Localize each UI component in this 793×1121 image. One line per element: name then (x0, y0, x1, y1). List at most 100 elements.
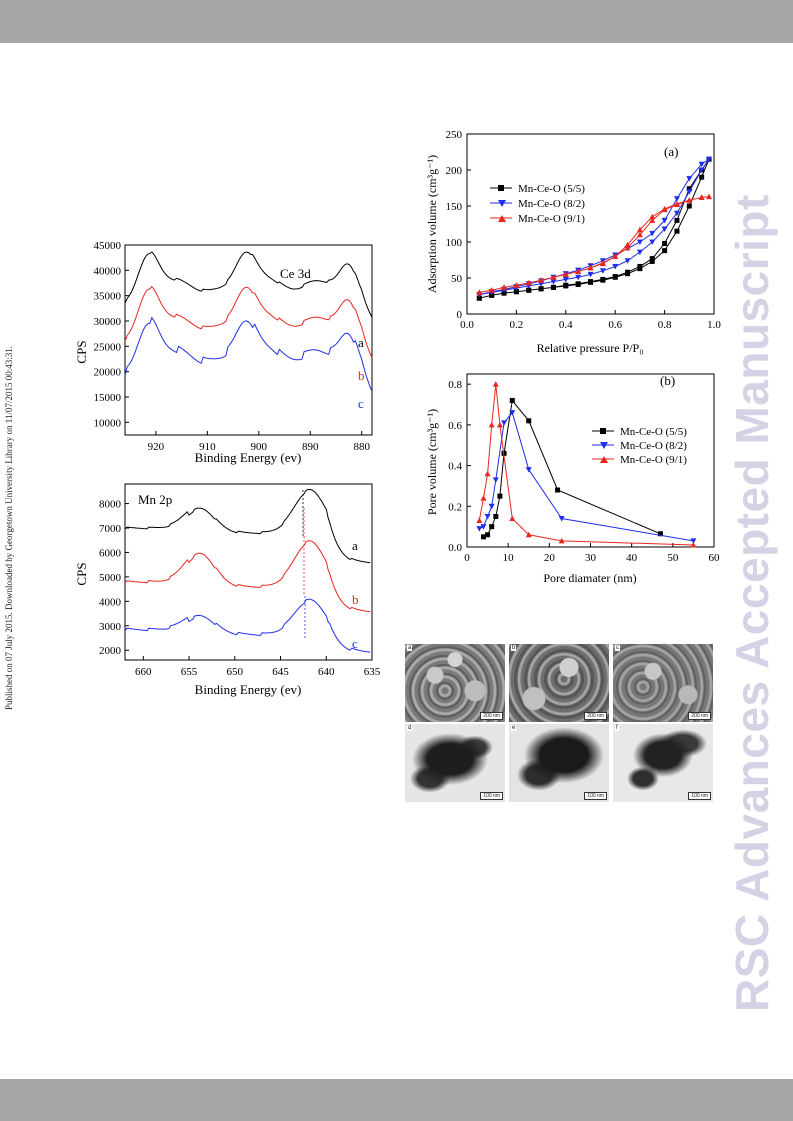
iso-point (588, 279, 593, 285)
iso-point (599, 259, 606, 266)
ce3d-xps-chart: 10000 15000 20000 25000 30000 35000 40000 45000… (74, 240, 373, 465)
adsorption-isotherm-chart: 0.0 0.2 0.4 0.6 0.8 1.0 0 50 100 150 200 250 (a) Mn… (425, 129, 721, 355)
iso-point (550, 274, 557, 280)
ce3d-ytick: 40000 (94, 265, 122, 277)
mn2p-ytick: 4000 (99, 596, 122, 608)
iso-point (599, 268, 606, 274)
pore-xtick: 0 (464, 552, 470, 564)
iso-point (662, 240, 668, 246)
mn2p-curve-label-c: c (352, 636, 358, 651)
mn2p-xtick: 650 (227, 666, 244, 678)
iso-point (686, 203, 692, 209)
pore-legend-8-2: Mn-Ce-O (8/2) (620, 440, 687, 452)
pore-point (509, 410, 516, 416)
iso-point (649, 239, 656, 245)
mn2p-curve-label-a: a (352, 538, 358, 553)
iso-point (662, 248, 668, 254)
iso-point (624, 244, 631, 251)
ce3d-ytick: 25000 (94, 341, 122, 353)
pore-point (492, 477, 499, 483)
iso-point (706, 193, 713, 200)
pore-point (480, 495, 487, 501)
mn2p-curve-c (124, 598, 371, 653)
ce3d-x-axis-label: Binding Energy (ev) (195, 450, 302, 465)
mn2p-xtick: 660 (135, 666, 152, 678)
tem-label-e: e (511, 725, 517, 731)
iso-y-axis-label: Adsorption volume (cm³g⁻¹) (425, 155, 439, 293)
sem-scale-c: 200 nm (688, 712, 711, 720)
watermark: RSC Advances Accepted Manuscript (726, 194, 778, 1012)
iso-point (563, 282, 569, 288)
iso-point (575, 268, 582, 275)
iso-point (673, 196, 680, 202)
mn2p-ytick: 8000 (99, 499, 122, 511)
iso-point (636, 239, 643, 245)
pore-point (526, 418, 532, 424)
mn2p-xtick: 635 (364, 666, 380, 678)
mn2p-panel-label: Mn 2p (138, 492, 172, 507)
iso-point (673, 201, 680, 208)
pore-series-line-0 (483, 399, 661, 538)
tem-image-d: d 100 nm (405, 724, 505, 802)
iso-point (625, 269, 631, 275)
sem-image-c: c 200 nm (613, 644, 713, 722)
pore-point (493, 513, 499, 519)
iso-point (550, 284, 556, 290)
iso-point (587, 264, 594, 271)
iso-xtick: 0.4 (559, 319, 573, 331)
sem-label-a: a (407, 645, 413, 651)
pore-x-axis-label: Pore diamater (nm) (543, 571, 636, 585)
iso-plot-frame (466, 133, 715, 315)
pore-point (509, 397, 515, 403)
iso-point (673, 210, 680, 217)
ce3d-ytick: 15000 (94, 392, 122, 404)
pore-point (555, 487, 561, 493)
iso-point (550, 279, 557, 285)
ce3d-xtick: 890 (302, 441, 319, 453)
header-bar (0, 0, 793, 43)
pore-legend-9-1: Mn-Ce-O (9/1) (620, 454, 687, 466)
sem-scale-b: 200 nm (584, 712, 607, 720)
pore-xtick: 40 (626, 552, 638, 564)
iso-point (706, 156, 713, 163)
iso-point (661, 206, 668, 213)
iso-point (686, 186, 692, 192)
iso-point (698, 161, 705, 168)
mn2p-x-axis-label: Binding Energy (ev) (195, 682, 302, 697)
pore-xtick: 50 (667, 552, 679, 564)
iso-point (661, 226, 668, 233)
iso-point (612, 253, 619, 259)
pore-ytick: 0.8 (448, 379, 462, 391)
iso-point (587, 271, 594, 278)
iso-point (624, 241, 631, 248)
pore-point (492, 381, 499, 387)
pore-point (480, 534, 486, 540)
iso-ytick: 50 (451, 273, 463, 285)
iso-legend: Mn-Ce-O (5/5) Mn-Ce-O (8/2) Mn-Ce-O (9/1… (490, 183, 585, 225)
iso-point (476, 295, 482, 301)
ce3d-curve-c (124, 316, 373, 392)
iso-panel-label: (a) (664, 144, 678, 159)
iso-xtick: 0.6 (608, 319, 622, 331)
sem-image-b: b 200 nm (509, 644, 609, 722)
ce3d-curve-label-b: b (358, 368, 365, 383)
iso-point (612, 263, 619, 270)
pore-point (485, 532, 491, 538)
iso-ytick: 0 (457, 309, 463, 321)
iso-point (513, 282, 520, 288)
pore-point (488, 503, 495, 510)
iso-point (636, 249, 643, 256)
iso-xtick: 0.0 (460, 319, 474, 331)
iso-xtick: 1.0 (707, 319, 721, 331)
ce3d-xtick: 900 (251, 441, 268, 453)
ce3d-curve-b (124, 285, 373, 358)
iso-legend-8-2: Mn-Ce-O (8/2) (518, 198, 585, 210)
iso-point (526, 287, 532, 293)
ce3d-ytick: 20000 (94, 367, 122, 379)
iso-x-axis-label: Relative pressure P/P₀ (537, 341, 644, 355)
pore-size-chart: 0 10 20 30 40 50 60 0.0 0.2 0.4 0.6 0.8 (b) Mn-Ce-O… (425, 373, 720, 585)
ce3d-curve-label-c: c (358, 396, 364, 411)
pore-point (690, 541, 697, 548)
iso-point (649, 230, 656, 237)
iso-point (612, 274, 618, 280)
